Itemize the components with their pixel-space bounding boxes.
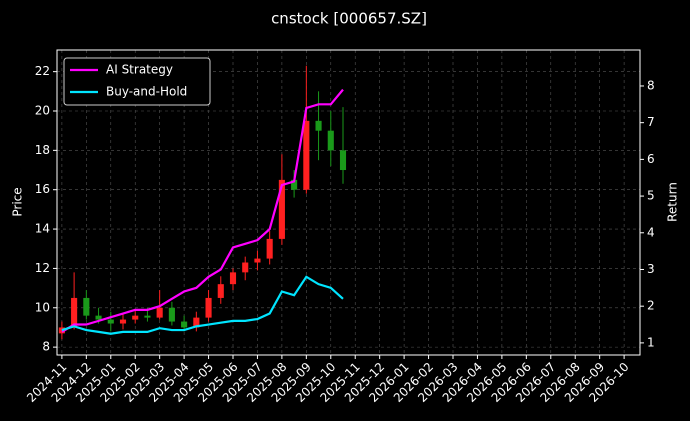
candle-body [205,297,212,318]
y-tick-label: 10 [35,300,50,314]
y-tick-label: 18 [35,143,50,157]
y2-tick-label: 7 [647,115,655,129]
chart-title: cnstock [000657.SZ] [271,10,427,28]
candle-body [156,307,163,318]
candle-body [242,262,249,273]
candle-body [168,307,175,322]
y-tick-label: 12 [35,261,50,275]
candle-body [291,179,298,190]
candle-body [58,327,65,334]
y-tick-label: 20 [35,104,50,118]
y2-tick-label: 2 [647,299,655,313]
y2-tick-label: 4 [647,225,655,239]
candle-body [217,284,224,298]
y2-tick-label: 3 [647,262,655,276]
y-tick-label: 8 [42,340,50,354]
candle-body [278,179,285,239]
candle-body [132,315,139,320]
candle-body [181,321,188,328]
legend-box [63,57,211,106]
y2-tick-label: 8 [647,78,655,92]
y-tick-label: 14 [35,222,50,236]
candle-body [119,319,127,324]
candle-body [193,317,200,328]
candle-body [254,258,261,263]
y-tick-label: 16 [35,182,50,196]
candle-body [327,130,334,151]
candle-body [144,315,151,318]
y2-tick-label: 5 [647,189,655,203]
y-axis-label: Price [11,187,25,216]
candle-body [266,238,273,259]
candle-body [229,272,237,285]
candle-body [83,297,90,316]
y2-tick-label: 1 [647,335,655,349]
plot-frame [56,49,641,356]
candle-body [315,120,322,131]
y-tick-label: 22 [35,64,50,78]
candle-body [339,150,347,171]
legend-label: Buy-and-Hold [106,85,187,99]
y2-tick-label: 6 [647,152,655,166]
series-line [61,88,344,333]
candle-body [303,120,310,190]
candle-body [71,297,78,328]
candle-body [95,315,102,320]
series-line [61,275,344,335]
y2-axis-label: Return [666,182,680,222]
candle-body [107,319,114,324]
legend-label: AI Strategy [106,63,173,77]
